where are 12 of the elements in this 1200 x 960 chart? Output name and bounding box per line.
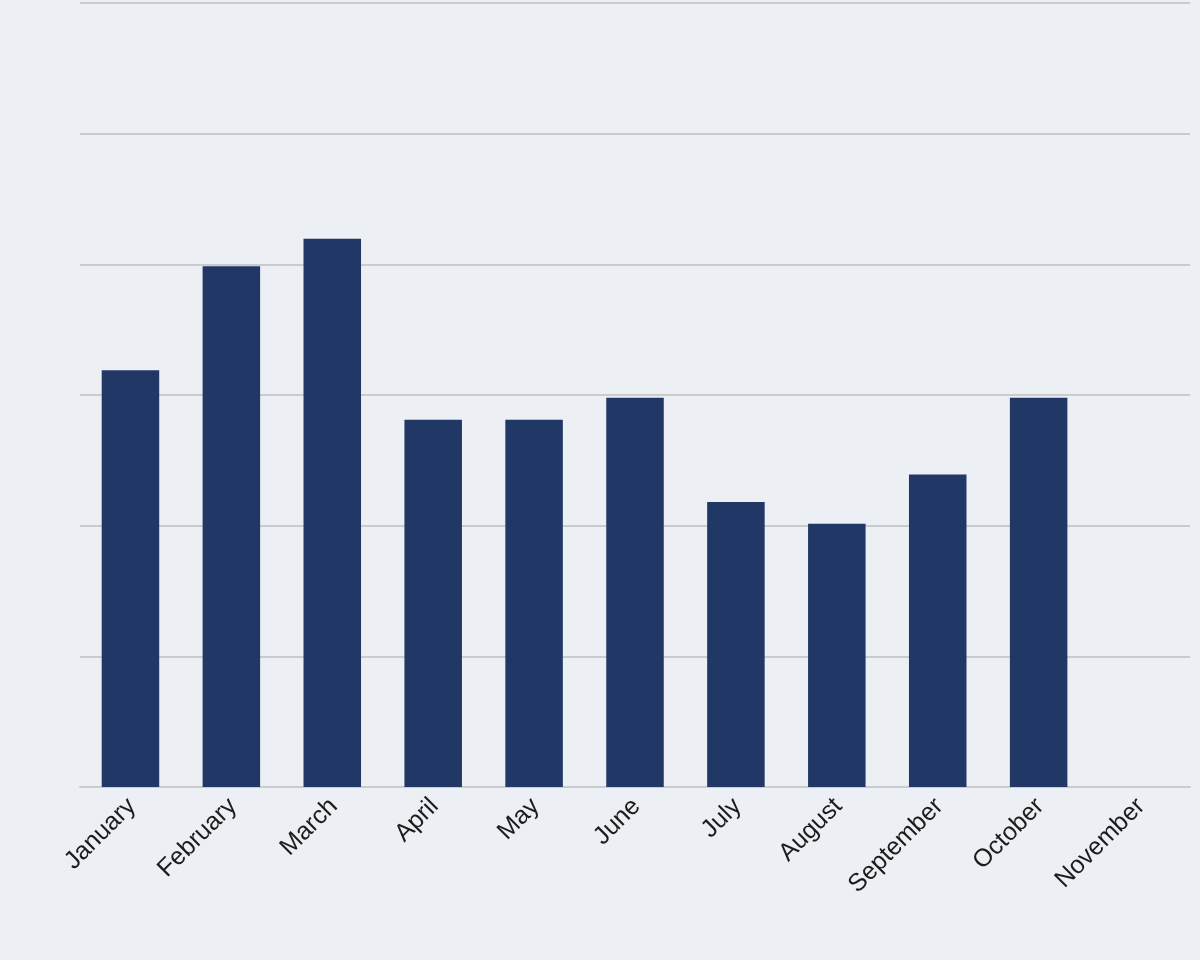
bar [404, 419, 462, 787]
bar [606, 397, 664, 787]
bar [303, 238, 362, 787]
bar [1009, 397, 1068, 787]
bar [808, 523, 866, 787]
x-tick-label: May [490, 790, 545, 845]
bar [505, 419, 563, 787]
bar [707, 501, 765, 787]
bar [101, 370, 160, 787]
bar [202, 266, 261, 787]
bar [908, 474, 967, 787]
x-tick-label: July [694, 790, 747, 843]
